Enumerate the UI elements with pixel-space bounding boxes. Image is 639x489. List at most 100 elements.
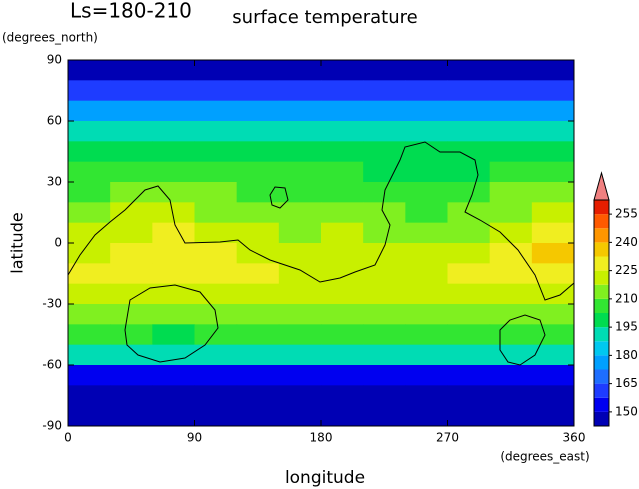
cell: [447, 60, 491, 81]
cell: [321, 182, 364, 203]
cell: [110, 121, 153, 142]
cell: [405, 182, 448, 203]
cell: [363, 222, 406, 244]
cell: [110, 263, 153, 285]
cell: [405, 141, 448, 163]
cell: [152, 141, 195, 163]
cell: [68, 161, 111, 183]
cell: [531, 202, 575, 224]
cell: [236, 385, 280, 407]
cell: [321, 141, 364, 163]
cell: [278, 405, 322, 427]
colorbar-band: [594, 341, 609, 356]
colorbar-band: [594, 200, 609, 215]
cell: [194, 324, 238, 346]
cell: [278, 141, 322, 163]
cell: [531, 141, 575, 163]
cell: [489, 365, 533, 386]
cell: [152, 100, 195, 122]
cell: [363, 324, 406, 346]
colorbar-band: [594, 327, 609, 342]
cell: [363, 60, 406, 81]
cell: [68, 263, 111, 285]
cell: [278, 385, 322, 407]
cell: [321, 304, 364, 325]
colorbar-frame: [593, 199, 610, 427]
cell: [152, 222, 195, 244]
cell: [236, 202, 280, 224]
cell: [489, 141, 533, 163]
colorbar-band: [594, 411, 609, 426]
cell: [110, 344, 153, 366]
colorbar-band: [594, 284, 609, 299]
cell: [236, 324, 280, 346]
x-tick-label: 90: [187, 431, 202, 445]
cell: [321, 324, 364, 346]
cell: [152, 263, 195, 285]
cell: [531, 283, 575, 305]
cell: [68, 405, 111, 427]
cell: [321, 405, 364, 427]
cell: [405, 304, 448, 325]
cell: [447, 243, 491, 264]
cell: [363, 344, 406, 366]
cell: [489, 182, 533, 203]
cell: [278, 161, 322, 183]
cell: [152, 202, 195, 224]
colorbar-tick-label: 165: [615, 376, 638, 390]
x-tick-label: 180: [310, 431, 333, 445]
cell: [321, 283, 364, 305]
cell: [447, 304, 491, 325]
cell: [110, 60, 153, 81]
cell: [447, 100, 491, 122]
x-tick-label: 360: [563, 431, 586, 445]
cell: [489, 202, 533, 224]
cell: [152, 121, 195, 142]
cell: [194, 222, 238, 244]
y-tick-label: 30: [47, 175, 62, 189]
cell: [110, 365, 153, 386]
cell: [68, 182, 111, 203]
cell: [447, 385, 491, 407]
cell: [152, 385, 195, 407]
cell: [321, 243, 364, 264]
cell: [236, 405, 280, 427]
cell: [363, 243, 406, 264]
contour: [499, 314, 546, 366]
cell: [68, 202, 111, 224]
cell: [531, 263, 575, 285]
y-tick-label: 60: [47, 114, 62, 128]
colorbar-band: [594, 298, 609, 313]
cell: [236, 60, 280, 81]
cell: [278, 121, 322, 142]
cell: [152, 304, 195, 325]
cell: [321, 161, 364, 183]
cell: [363, 121, 406, 142]
cell: [363, 141, 406, 163]
cell: [321, 100, 364, 122]
cell: [531, 182, 575, 203]
cell: [531, 161, 575, 183]
cell: [405, 80, 448, 102]
cell: [531, 100, 575, 122]
cell: [236, 121, 280, 142]
cell: [152, 365, 195, 386]
cell: [68, 385, 111, 407]
cell: [531, 222, 575, 244]
cell: [110, 385, 153, 407]
colorbar-tick-label: 240: [615, 235, 638, 249]
cell: [110, 202, 153, 224]
cell: [194, 60, 238, 81]
cell: [489, 80, 533, 102]
cell: [236, 161, 280, 183]
cell: [447, 80, 491, 102]
cell: [236, 100, 280, 122]
y-axis-label: latitude: [8, 212, 27, 273]
colorbar-band: [594, 270, 609, 285]
y-tick-label: -30: [42, 297, 62, 311]
cell: [194, 344, 238, 366]
cell: [531, 60, 575, 81]
cell: [405, 121, 448, 142]
cell: [531, 405, 575, 427]
cell: [489, 405, 533, 427]
